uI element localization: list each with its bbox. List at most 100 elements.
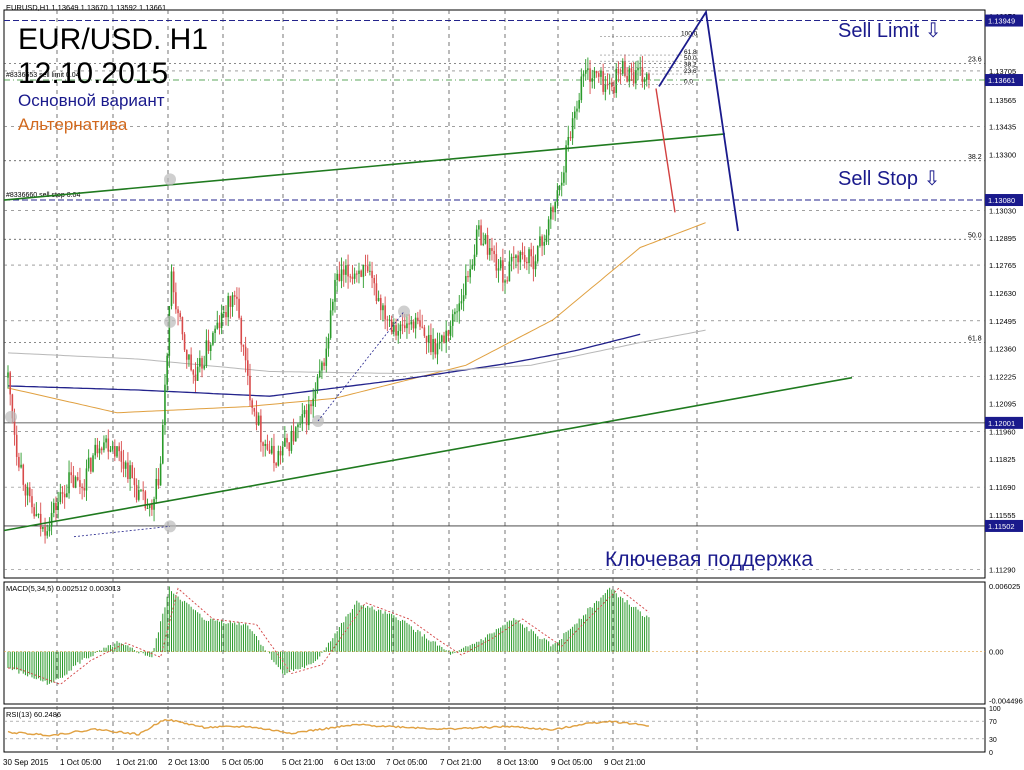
rsi-title: RSI(13) 60.2486: [6, 710, 61, 719]
alternative-scenario-arrow: [655, 88, 676, 213]
candle-body: [510, 256, 513, 262]
candle-body: [238, 298, 240, 318]
candle-body: [127, 462, 129, 480]
candle-body: [373, 277, 376, 284]
candle-body: [364, 264, 367, 267]
candle-body: [648, 73, 650, 81]
candle-body: [164, 384, 166, 426]
candle-body: [144, 491, 147, 509]
candle-body: [223, 312, 225, 314]
candle-body: [142, 489, 144, 492]
candle-body: [146, 508, 149, 510]
candle-body: [153, 499, 155, 510]
candle-body: [329, 310, 332, 338]
y-tick-label: 1.12225: [989, 373, 1016, 382]
candle-body: [209, 344, 212, 351]
candle-body: [340, 269, 343, 282]
candle-body: [277, 450, 280, 466]
candle-body: [369, 270, 371, 272]
x-tick-label: 7 Oct 21:00: [440, 758, 482, 767]
candle-body: [168, 306, 171, 356]
candle-body: [57, 502, 59, 511]
price-tag-bg: [985, 14, 1023, 27]
candle-body: [597, 73, 600, 77]
candle-body: [425, 335, 428, 343]
candle-body: [552, 207, 554, 213]
candle-body: [375, 283, 378, 302]
candle-body: [384, 305, 386, 320]
y-tick-label: 1.12895: [989, 234, 1016, 243]
candle-body: [436, 343, 439, 355]
candle-body: [131, 465, 134, 478]
candle-body: [547, 219, 550, 236]
candle-body: [332, 301, 334, 311]
y-tick-label: 1.11555: [989, 511, 1016, 520]
candle-body: [270, 445, 273, 454]
candle-body: [55, 502, 57, 511]
candle-body: [260, 415, 262, 443]
candle-body: [118, 446, 120, 452]
candle-body: [591, 78, 594, 82]
candle-body: [480, 225, 482, 245]
candle-body: [554, 202, 556, 213]
candle-body: [635, 70, 637, 84]
candle-body: [31, 496, 33, 508]
x-tick-label: 1 Oct 21:00: [116, 758, 158, 767]
candle-body: [157, 478, 160, 486]
candle-body: [24, 484, 27, 496]
candle-body: [578, 100, 580, 109]
candle-body: [382, 305, 384, 311]
candle-body: [196, 366, 199, 381]
y-tick-label: 1.12765: [989, 261, 1016, 270]
candle-body: [506, 280, 509, 282]
pivot-marker: [5, 410, 17, 423]
candle-body: [192, 370, 195, 375]
candle-body: [292, 430, 295, 442]
moving-average-long: [7, 329, 706, 374]
candle-body: [451, 314, 454, 326]
candle-body: [517, 255, 519, 263]
candle-body: [536, 246, 539, 262]
price-tag-bg: [985, 416, 1023, 429]
candle-body: [151, 504, 153, 510]
candle-body: [286, 437, 288, 443]
macd-title: MACD(5,34,5) 0.002512 0.003013: [6, 584, 121, 593]
candle-body: [20, 464, 22, 468]
candle-body: [347, 265, 349, 277]
candle-body: [499, 260, 502, 269]
candle-body: [515, 255, 517, 258]
candle-body: [140, 489, 142, 491]
macd-tick-label: -0.004496: [989, 697, 1023, 706]
candle-body: [166, 355, 168, 385]
candle-body: [310, 404, 312, 407]
candle-body: [574, 111, 576, 119]
fibonacci-right-label: 0.0: [684, 78, 693, 85]
candle-body: [188, 354, 190, 360]
fibonacci-level-label: 61.8: [968, 336, 982, 343]
candle-body: [203, 365, 205, 369]
candle-body: [179, 313, 182, 318]
candle-body: [445, 330, 447, 343]
candle-body: [630, 68, 633, 73]
candle-body: [467, 276, 469, 278]
candle-body: [257, 415, 260, 425]
candle-body: [456, 311, 458, 313]
candle-body: [482, 243, 485, 245]
rsi-panel-frame: [3, 707, 986, 753]
candle-body: [430, 334, 432, 353]
candle-body: [15, 434, 18, 457]
candle-body: [76, 477, 79, 481]
x-tick-label: 5 Oct 21:00: [282, 758, 324, 767]
candle-body: [297, 424, 299, 428]
candle-body: [103, 442, 105, 451]
candle-body: [645, 73, 648, 80]
chart-date: 12.10.2015: [18, 57, 169, 90]
candle-body: [349, 276, 352, 278]
candle-body: [401, 324, 404, 326]
candle-body: [90, 457, 92, 472]
candle-body: [262, 442, 264, 446]
candle-body: [247, 360, 249, 376]
candle-body: [172, 271, 175, 293]
